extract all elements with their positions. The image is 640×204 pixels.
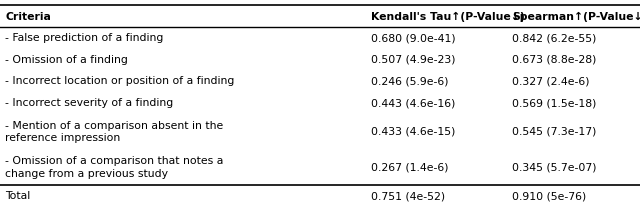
Text: 0.569 (1.5e-18): 0.569 (1.5e-18) [512, 98, 596, 108]
Text: 0.842 (6.2e-55): 0.842 (6.2e-55) [512, 33, 596, 43]
Text: - False prediction of a finding: - False prediction of a finding [5, 33, 163, 43]
Text: 0.507 (4.9e-23): 0.507 (4.9e-23) [371, 55, 456, 65]
Text: Kendall's Tau↑(P-Value↓): Kendall's Tau↑(P-Value↓) [371, 12, 525, 22]
Text: Total: Total [5, 190, 30, 200]
Text: 0.327 (2.4e-6): 0.327 (2.4e-6) [512, 76, 589, 86]
Text: 0.345 (5.7e-07): 0.345 (5.7e-07) [512, 162, 596, 172]
Text: 0.673 (8.8e-28): 0.673 (8.8e-28) [512, 55, 596, 65]
Text: Spearman↑(P-Value↓): Spearman↑(P-Value↓) [512, 12, 640, 22]
Text: - Omission of a finding: - Omission of a finding [5, 55, 128, 65]
Text: 0.246 (5.9e-6): 0.246 (5.9e-6) [371, 76, 449, 86]
Text: 0.680 (9.0e-41): 0.680 (9.0e-41) [371, 33, 456, 43]
Text: 0.443 (4.6e-16): 0.443 (4.6e-16) [371, 98, 456, 108]
Text: - Omission of a comparison that notes a
change from a previous study: - Omission of a comparison that notes a … [5, 156, 223, 178]
Text: 0.545 (7.3e-17): 0.545 (7.3e-17) [512, 126, 596, 136]
Text: - Mention of a comparison absent in the
reference impression: - Mention of a comparison absent in the … [5, 120, 223, 142]
Text: Criteria: Criteria [5, 12, 51, 22]
Text: - Incorrect location or position of a finding: - Incorrect location or position of a fi… [5, 76, 234, 86]
Text: 0.751 (4e-52): 0.751 (4e-52) [371, 190, 445, 200]
Text: 0.267 (1.4e-6): 0.267 (1.4e-6) [371, 162, 449, 172]
Text: 0.910 (5e-76): 0.910 (5e-76) [512, 190, 586, 200]
Text: 0.433 (4.6e-15): 0.433 (4.6e-15) [371, 126, 456, 136]
Text: - Incorrect severity of a finding: - Incorrect severity of a finding [5, 98, 173, 108]
